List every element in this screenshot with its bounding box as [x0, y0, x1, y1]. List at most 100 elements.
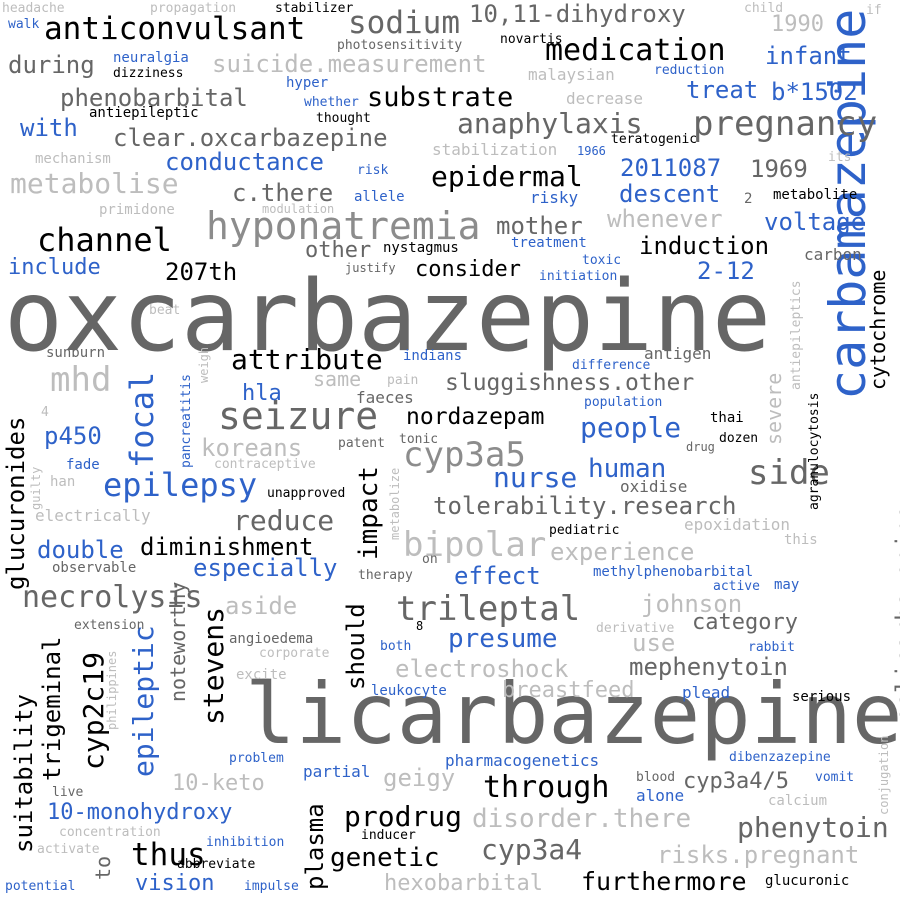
word-faeces: faeces — [356, 388, 414, 407]
word-malaysian: malaysian — [528, 65, 615, 84]
word-toxic: toxic — [582, 253, 622, 268]
word-han: han — [50, 474, 76, 490]
word-tonic: tonic — [399, 432, 439, 447]
word-thai: thai — [710, 410, 744, 426]
word-mhd: mhd — [50, 360, 112, 400]
word-excite: excite — [236, 667, 287, 683]
word-channel: channel — [37, 221, 172, 259]
word-patent: patent — [338, 436, 385, 451]
word-carbon: carbon — [804, 245, 862, 264]
word-teratogenic: teratogenic — [611, 132, 698, 147]
word-weigh: weigh — [197, 346, 211, 383]
word-8: 8 — [416, 619, 424, 633]
word-necrolysis: necrolysis — [22, 580, 203, 615]
word-conductance: conductance — [165, 148, 324, 176]
word-anticonvulsant: anticonvulsant — [44, 11, 306, 47]
word-activate: activate — [37, 842, 100, 857]
word-koreans: koreans — [201, 434, 303, 462]
word-drug: drug — [686, 440, 715, 454]
word-abbreviate: abbreviate — [177, 857, 256, 872]
word-suicide-measurement: suicide.measurement — [212, 50, 487, 78]
word-trileptal: trileptal — [396, 589, 581, 629]
word-207th: 207th — [165, 258, 238, 286]
word-calcium: calcium — [768, 793, 828, 809]
word-10-11-dihydroxy: 10,11-dihydroxy — [469, 0, 686, 28]
word-cyp3a4: cyp3a4 — [481, 833, 583, 866]
word-hyper: hyper — [286, 75, 329, 91]
word-whether: whether — [304, 95, 359, 110]
word-methylphenobarbital: methylphenobarbital — [593, 564, 754, 580]
word-pain: pain — [387, 373, 419, 388]
word-novartis: novartis — [500, 32, 563, 47]
word-epidermal: epidermal — [431, 160, 583, 193]
word-furthermore: furthermore — [581, 867, 747, 896]
word-population: population — [584, 395, 663, 410]
word-nordazepam: nordazepam — [406, 404, 545, 430]
word-hexobarbital: hexobarbital — [384, 871, 543, 896]
word-medication: medication — [545, 33, 726, 68]
word-plead: plead — [682, 683, 731, 702]
word-risks-pregnant: risks.pregnant — [657, 841, 860, 869]
word-fade: fade — [66, 457, 100, 473]
word-metabolise: metabolise — [10, 167, 179, 200]
word-dizziness: dizziness — [113, 66, 184, 81]
word-especially: especially — [193, 554, 338, 582]
word-alone: alone — [636, 786, 685, 805]
word-concentration: concentration — [59, 825, 161, 840]
word-breastfeed: breastfeed — [502, 678, 635, 703]
word-therapy: therapy — [358, 568, 413, 583]
word-licarbazepine: licarbazepine — [245, 665, 900, 763]
word-infant: infant — [765, 42, 852, 70]
word-thought: thought — [316, 111, 371, 126]
word-inducer: inducer — [361, 828, 416, 843]
word-modulation: modulation — [262, 202, 335, 216]
word-1990: 1990 — [771, 12, 824, 37]
word-difference: difference — [572, 358, 651, 373]
word-glucuronides: glucuronides — [2, 416, 30, 590]
word-hla: hla — [242, 381, 282, 406]
word-1966: 1966 — [577, 144, 606, 158]
word-philippines: philippines — [105, 650, 119, 730]
word-should: should — [342, 603, 370, 690]
word-with: with — [20, 114, 78, 142]
word-2011087: 2011087 — [620, 154, 722, 182]
word-voltage: voltage — [764, 208, 866, 236]
word-observable: observable — [52, 560, 137, 576]
word-eslicarbazepine: eslicarbazepine — [891, 505, 900, 722]
word-include: include — [8, 255, 101, 280]
word-10-keto: 10-keto — [172, 771, 265, 796]
word-anaphylaxis: anaphylaxis — [457, 107, 643, 140]
word-if: if — [866, 3, 882, 18]
word-photosensitivity: photosensitivity — [337, 38, 463, 53]
word-neuralgia: neuralgia — [113, 50, 189, 66]
word-nurse: nurse — [493, 461, 578, 494]
word-justify: justify — [345, 261, 396, 275]
word-may: may — [774, 577, 800, 593]
word-risky: risky — [530, 188, 579, 207]
word-metabolite: metabolite — [773, 187, 858, 203]
word-vomit: vomit — [815, 770, 855, 785]
word-stabilization: stabilization — [432, 140, 558, 159]
word-effect: effect — [454, 562, 541, 590]
word-oxidise: oxidise — [620, 477, 688, 496]
word-leukocyte: leukocyte — [371, 683, 447, 699]
word-serious: serious — [792, 689, 852, 705]
word-other: other — [305, 238, 372, 263]
word-agranulocytosis: agranulocytosis — [807, 392, 822, 510]
word-disorder-there: disorder.there — [472, 804, 692, 834]
word-sodium: sodium — [348, 5, 460, 41]
word-experience: experience — [550, 538, 695, 566]
word-cyp2c19: cyp2c19 — [77, 651, 110, 770]
word-electroshock: electroshock — [395, 655, 569, 683]
word-reduction: reduction — [654, 63, 725, 78]
word-induction: induction — [639, 232, 770, 260]
word-treatment: treatment — [511, 235, 587, 251]
word-phenobarbital: phenobarbital — [60, 84, 248, 112]
word-rabbit: rabbit — [748, 640, 795, 655]
word-attribute: attribute — [231, 343, 383, 376]
word-dibenzazepine: dibenzazepine — [729, 750, 831, 765]
word-glucuronic: glucuronic — [765, 873, 850, 889]
word-vision: vision — [135, 871, 215, 896]
word-hyponatremia: hyponatremia — [206, 204, 481, 248]
